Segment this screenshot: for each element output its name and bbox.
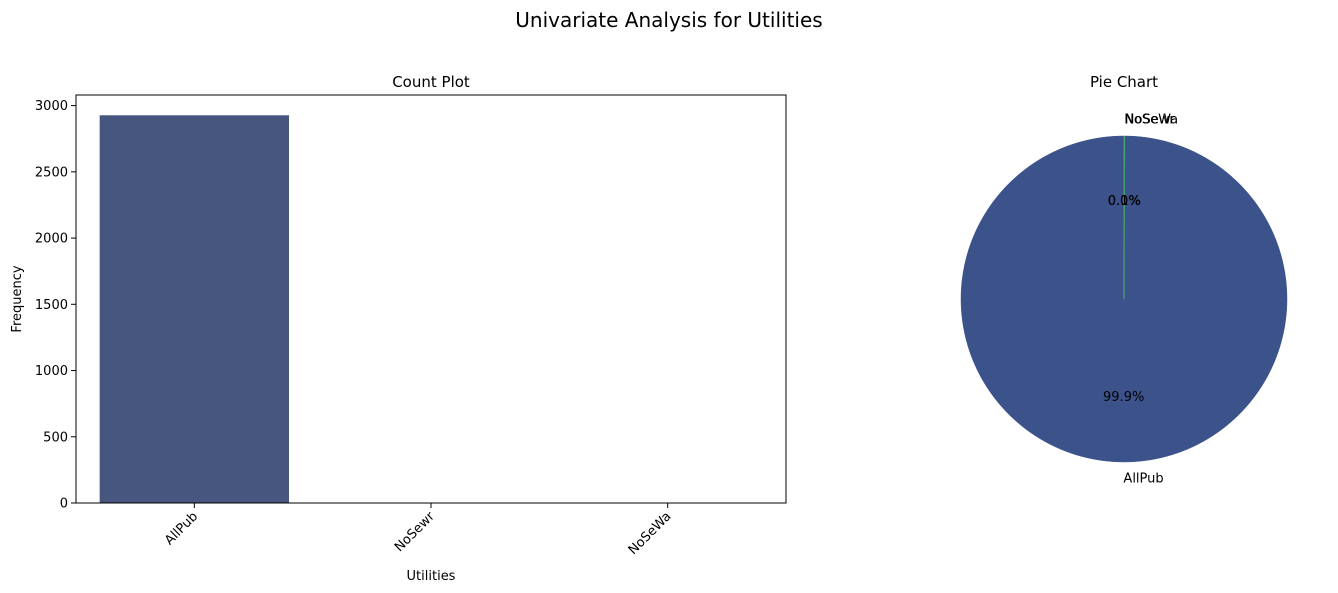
pie-percent-label: 99.9% [1103, 390, 1144, 405]
bars [99, 115, 763, 504]
x-tick-label: NoSeWa [626, 509, 675, 558]
pie-chart-title: Pie Chart [1090, 73, 1158, 91]
plot-frame [75, 94, 787, 504]
pie-percent-label: 0.1% [1108, 194, 1141, 209]
y-axis-label: Frequency [10, 265, 25, 332]
pie-label: NoSeWa [1124, 113, 1178, 128]
pie-label: AllPub [1123, 471, 1163, 486]
pie-chart: Pie Chart AllPub 99.9% NoSewr 0.1% NoSeWa 0.0… [960, 73, 1288, 487]
figure-title: Univariate Analysis for Utilities [515, 8, 822, 32]
y-tick-label: 1500 [35, 298, 68, 313]
y-tick-label: 3000 [35, 99, 68, 114]
pie-labels: AllPub 99.9% NoSewr 0.1% NoSeWa 0.0% [1103, 113, 1178, 487]
pie-label: NoSewr [1125, 113, 1176, 128]
y-tick-label: 2500 [35, 165, 68, 180]
y-axis-ticks: 0 500 1000 1500 2000 2500 3000 [35, 99, 76, 512]
bar-allpub [99, 115, 290, 504]
y-tick-label: 1000 [35, 364, 68, 379]
x-axis-ticks: AllPub NoSewr NoSeWa [162, 503, 674, 558]
y-tick-label: 2000 [35, 232, 68, 247]
count-plot: Count Plot 0 500 1000 1500 2000 2500 3000 AllP… [10, 73, 787, 584]
pie-slices [960, 135, 1288, 463]
pie-percent-label: 0.0% [1108, 194, 1141, 209]
x-tick-label: NoSewr [392, 509, 438, 555]
x-tick-label: AllPub [162, 509, 201, 548]
x-axis-label: Utilities [407, 569, 456, 584]
count-plot-title: Count Plot [392, 73, 470, 91]
y-tick-label: 500 [43, 430, 68, 445]
y-tick-label: 0 [60, 497, 68, 512]
